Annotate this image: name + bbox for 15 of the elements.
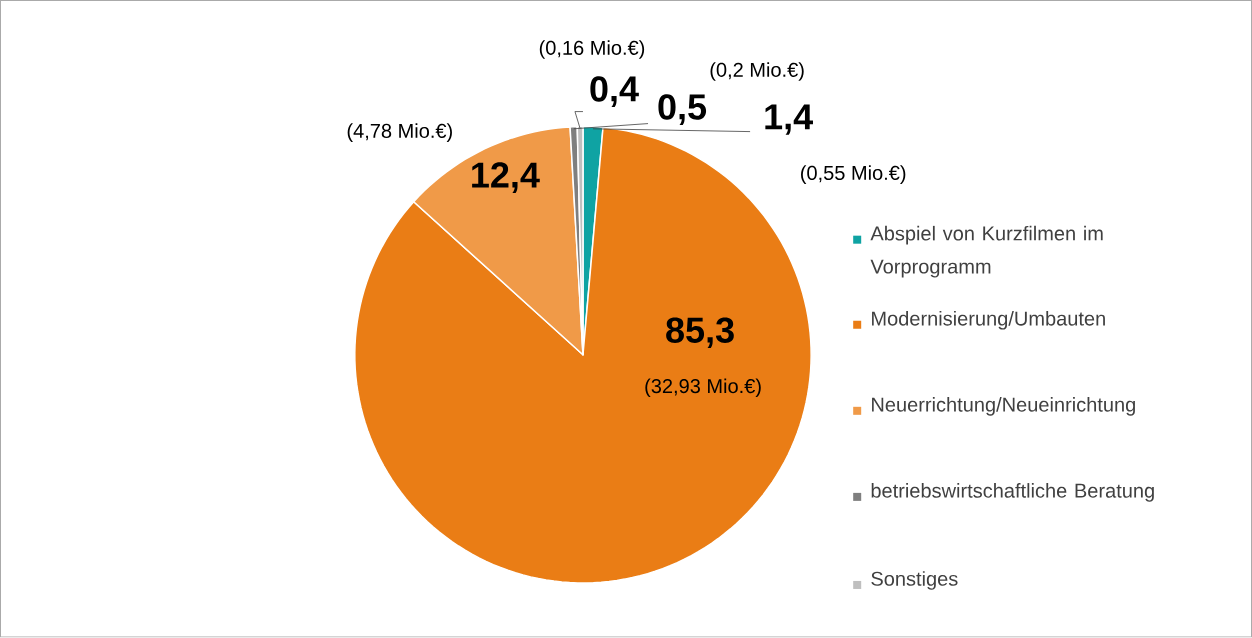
data-label: 12,4 <box>472 162 540 194</box>
data-label: 1,4 <box>765 104 813 136</box>
text: (32,93 Mio.€) <box>645 378 761 398</box>
text: (0,16 Mio.€) <box>539 40 645 60</box>
legend-label: Sonstiges <box>871 571 958 591</box>
text: (0,2 Mio.€) <box>710 62 804 82</box>
legend-label: Abspiel von Kurzfilmen im Vorprogramm <box>870 226 1103 278</box>
text: (0,55 Mio.€) <box>801 165 906 185</box>
data-label: 0,4 <box>590 76 639 108</box>
legend-label: Modernisierung/Umbauten <box>872 311 1105 330</box>
legend-label: Neuerrichtung/Neueinrichtung <box>872 397 1135 416</box>
text: (4,78 Mio.€) <box>347 123 452 143</box>
data-label: 0,5 <box>658 94 707 126</box>
legend-label: betriebswirtschaftliche Beratung <box>871 483 1154 502</box>
data-label: 85,3 <box>666 317 734 349</box>
